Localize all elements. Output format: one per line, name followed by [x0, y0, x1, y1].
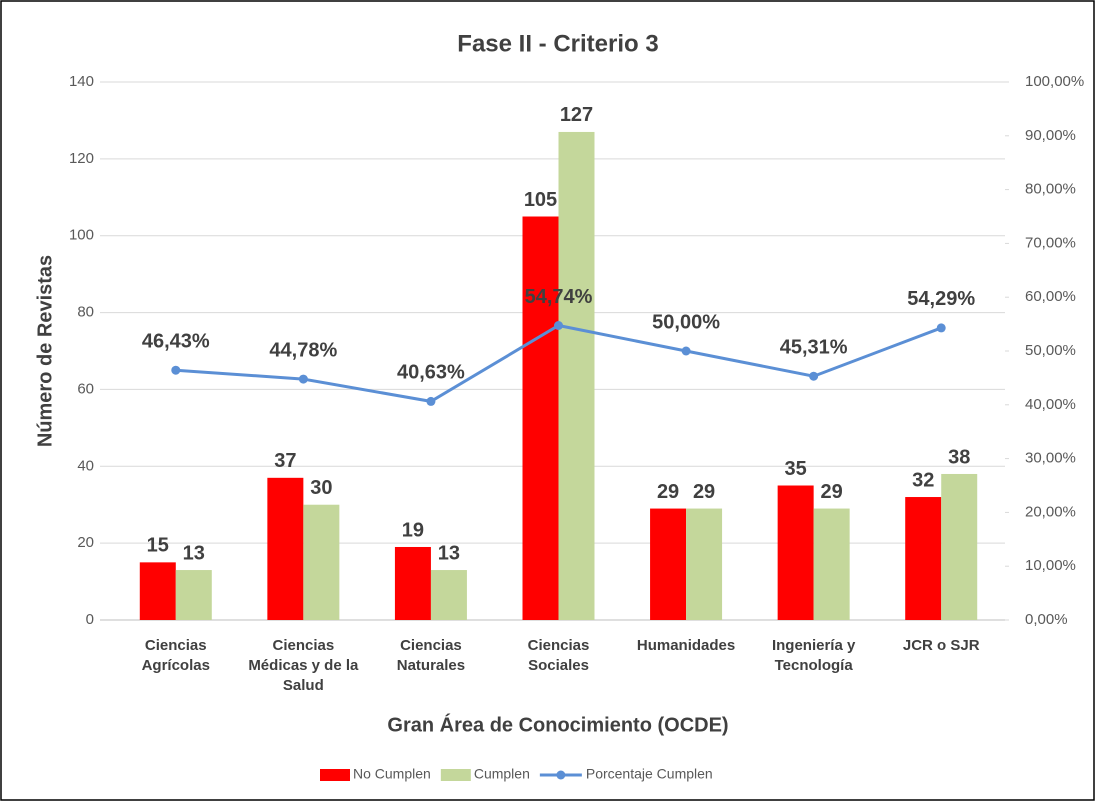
line-point — [936, 323, 946, 333]
data-label: 54,29% — [907, 288, 975, 310]
y2-tick-label: 70,00% — [1025, 234, 1076, 251]
bar — [941, 473, 978, 620]
data-label: 29 — [693, 481, 715, 503]
line-point — [681, 346, 691, 356]
line-point — [554, 320, 563, 330]
data-label: 13 — [438, 542, 460, 564]
data-label: 37 — [274, 450, 296, 472]
line-point — [809, 371, 819, 381]
data-label: 15 — [147, 535, 169, 557]
bar — [139, 562, 176, 620]
data-label: 29 — [657, 481, 679, 503]
data-label: 50,00% — [652, 311, 720, 333]
legend-swatch — [440, 769, 471, 781]
data-label: 105 — [524, 189, 557, 211]
data-label: 40,63% — [397, 362, 465, 384]
data-label: 13 — [183, 542, 205, 564]
bar — [686, 508, 723, 620]
data-label: 32 — [912, 469, 934, 491]
legend-label: Cumplen — [474, 766, 530, 782]
x-tick-label: Ingeniería y Tecnología — [771, 637, 856, 674]
data-label: 44,78% — [269, 339, 337, 361]
data-label: 46,43% — [142, 330, 210, 352]
x-tick-label: JCR o SJR — [902, 637, 980, 654]
legend-marker — [556, 770, 566, 780]
x-tick-label: Ciencias Médicas y de la Salud — [248, 637, 359, 694]
x-tick-label: Humanidades — [636, 637, 736, 654]
bar — [175, 570, 212, 620]
data-label: 127 — [560, 104, 593, 126]
y2-tick-label: 30,00% — [1025, 450, 1076, 467]
y2-tick-label: 10,00% — [1025, 557, 1076, 574]
y2-tick-label: 0,00% — [1025, 611, 1068, 628]
y-tick-label: 60 — [77, 380, 94, 397]
bar — [303, 504, 340, 620]
bar — [905, 497, 942, 620]
data-label: 30 — [310, 477, 332, 499]
data-label: 38 — [948, 446, 970, 468]
y-tick-label: 0 — [86, 611, 94, 628]
y-tick-label: 40 — [77, 457, 94, 474]
legend-label: No Cumplen — [353, 766, 431, 782]
data-label: 19 — [402, 519, 424, 541]
bar — [394, 546, 431, 620]
data-label: 29 — [821, 481, 843, 503]
data-label: 45,31% — [780, 337, 848, 359]
y2-tick-label: 80,00% — [1025, 181, 1076, 198]
legend-swatch — [320, 769, 350, 781]
y-tick-label: 120 — [69, 150, 94, 167]
bar — [777, 485, 814, 620]
y2-tick-label: 20,00% — [1025, 503, 1076, 520]
x-tick-label: Ciencias Agrícolas — [141, 637, 210, 674]
y-tick-label: 140 — [69, 73, 94, 90]
y2-tick-label: 90,00% — [1025, 127, 1076, 144]
bar — [813, 508, 850, 620]
data-label: 54,74% — [525, 286, 593, 308]
y-tick-label: 80 — [77, 304, 94, 321]
chart-title: Fase II - Criterio 3 — [457, 30, 658, 57]
bar — [430, 570, 467, 620]
x-tick-label: Ciencias Naturales — [396, 637, 466, 674]
bar — [650, 508, 687, 620]
bar — [558, 131, 595, 620]
y-tick-label: 100 — [69, 227, 94, 244]
y2-tick-label: 60,00% — [1025, 288, 1076, 305]
line-point — [298, 374, 308, 384]
line-point — [426, 396, 436, 406]
bar — [267, 477, 304, 620]
x-tick-label: Ciencias Sociales — [527, 637, 590, 674]
y-tick-label: 20 — [77, 534, 94, 551]
y2-tick-label: 50,00% — [1025, 342, 1076, 359]
bar — [522, 216, 559, 620]
y2-tick-label: 100,00% — [1025, 73, 1084, 90]
legend-label: Porcentaje Cumplen — [586, 766, 713, 782]
line-point — [171, 365, 181, 375]
x-axis-title: Gran Área de Conocimiento (OCDE) — [387, 713, 728, 736]
y-axis-title: Número de Revistas — [34, 255, 56, 447]
y2-tick-label: 40,00% — [1025, 396, 1076, 413]
data-label: 35 — [785, 458, 807, 480]
